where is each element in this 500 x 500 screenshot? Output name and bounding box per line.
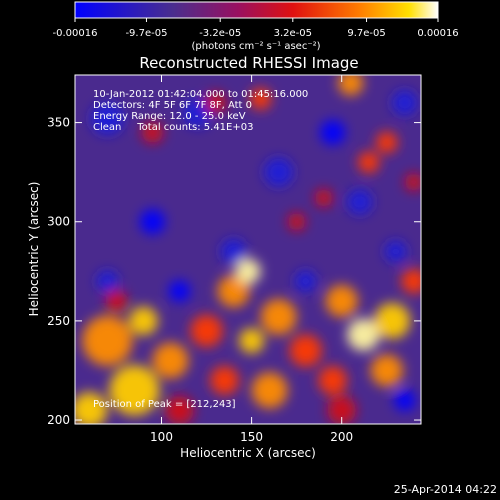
heatmap-blob: [289, 334, 322, 367]
x-tick-label: 150: [240, 430, 263, 444]
heatmap-blob: [251, 372, 288, 409]
heatmap-blob: [392, 90, 418, 116]
heatmap-image: [75, 75, 421, 424]
colorbar-ticks: -0.00016 -9.7e-05 -3.2e-05 3.2e-05 9.7e-05 0.…: [53, 18, 459, 39]
heatmap-blob: [338, 75, 364, 96]
y-tick-label: 300: [47, 215, 70, 229]
heatmap-blob: [168, 280, 191, 302]
heatmap-blob: [220, 238, 247, 265]
heatmap-blob: [357, 151, 380, 174]
heatmap-blob: [325, 284, 358, 318]
heatmap-blob: [217, 274, 250, 308]
colorbar-tick-label: 0.00016: [417, 28, 458, 39]
heatmap-blob: [314, 188, 333, 207]
footer-date: 25-Apr-2014 04:22: [394, 483, 497, 496]
heatmap-blob: [260, 298, 297, 335]
heatmap-blob: [393, 389, 416, 412]
heatmap-blob: [327, 395, 357, 424]
heatmap-blob: [318, 365, 348, 395]
heatmap-blob: [347, 318, 380, 351]
heatmap-blob: [82, 315, 133, 366]
axis-ticks: 100 150 200 200 250 300 350: [47, 75, 421, 444]
heatmap-blob: [91, 102, 124, 135]
y-tick-label: 200: [47, 413, 70, 427]
heatmap-blob: [204, 91, 227, 114]
chart-title: Reconstructed RHESSI Image: [139, 54, 358, 72]
colorbar: [74, 1, 439, 19]
colorbar-tick-label: -3.2e-05: [199, 28, 241, 39]
heatmap-blob: [264, 157, 294, 187]
colorbar-unit-label: (photons cm⁻² s⁻¹ asec⁻²): [191, 41, 320, 52]
colorbar-tick-label: 9.7e-05: [347, 28, 385, 39]
heatmap-blob: [210, 365, 239, 395]
heatmap-blob: [249, 87, 272, 110]
plot-frame: [74, 74, 422, 425]
colorbar-tick-label: -0.00016: [53, 28, 98, 39]
heatmap-blob: [320, 119, 346, 146]
y-tick-label: 350: [47, 116, 70, 130]
heatmap-blob: [190, 314, 223, 348]
heatmap-blob: [287, 212, 306, 231]
heatmap-blob: [183, 98, 212, 128]
colorbar-tick-label: -9.7e-05: [125, 28, 167, 39]
x-axis-label: Heliocentric X (arcsec): [180, 446, 316, 460]
heatmap-blob: [401, 268, 421, 294]
y-axis-label: Heliocentric Y (arcsec): [27, 182, 41, 317]
heatmap-blob: [152, 342, 189, 379]
heatmap-blob: [139, 209, 166, 235]
x-tick-label: 200: [330, 430, 353, 444]
colorbar-tick-label: 3.2e-05: [274, 28, 312, 39]
heatmap-blob: [141, 121, 164, 144]
heatmap-blob: [370, 354, 403, 387]
heatmap-blob: [374, 302, 411, 339]
info-detectors: Detectors: 4F 5F 6F 7F 8F, Att 0: [93, 100, 252, 111]
heatmap-blob: [75, 392, 108, 424]
heatmap-blob: [165, 395, 194, 424]
heatmap-blob: [235, 258, 261, 284]
y-tick-label: 250: [47, 314, 70, 328]
heatmap-blob: [96, 270, 119, 293]
heatmap-blob: [129, 306, 158, 336]
peak-position-label: Position of Peak = [212,243]: [93, 399, 236, 410]
info-clean-counts: Clean Total counts: 5.41E+03: [93, 122, 253, 133]
heatmap-blob: [105, 290, 128, 312]
heatmap-blob: [404, 173, 421, 192]
info-time-range: 10-Jan-2012 01:42:04.000 to 01:45:16.000: [93, 89, 308, 100]
heatmap-blob: [375, 131, 398, 154]
heatmap-blob: [384, 240, 407, 263]
info-energy-range: Energy Range: 12.0 - 25.0 keV: [93, 111, 246, 122]
heatmap-blob: [294, 270, 317, 293]
heatmap-blob: [109, 365, 160, 416]
heatmap-blob: [238, 328, 265, 354]
heatmap-blob: [347, 189, 373, 215]
x-tick-label: 100: [150, 430, 173, 444]
